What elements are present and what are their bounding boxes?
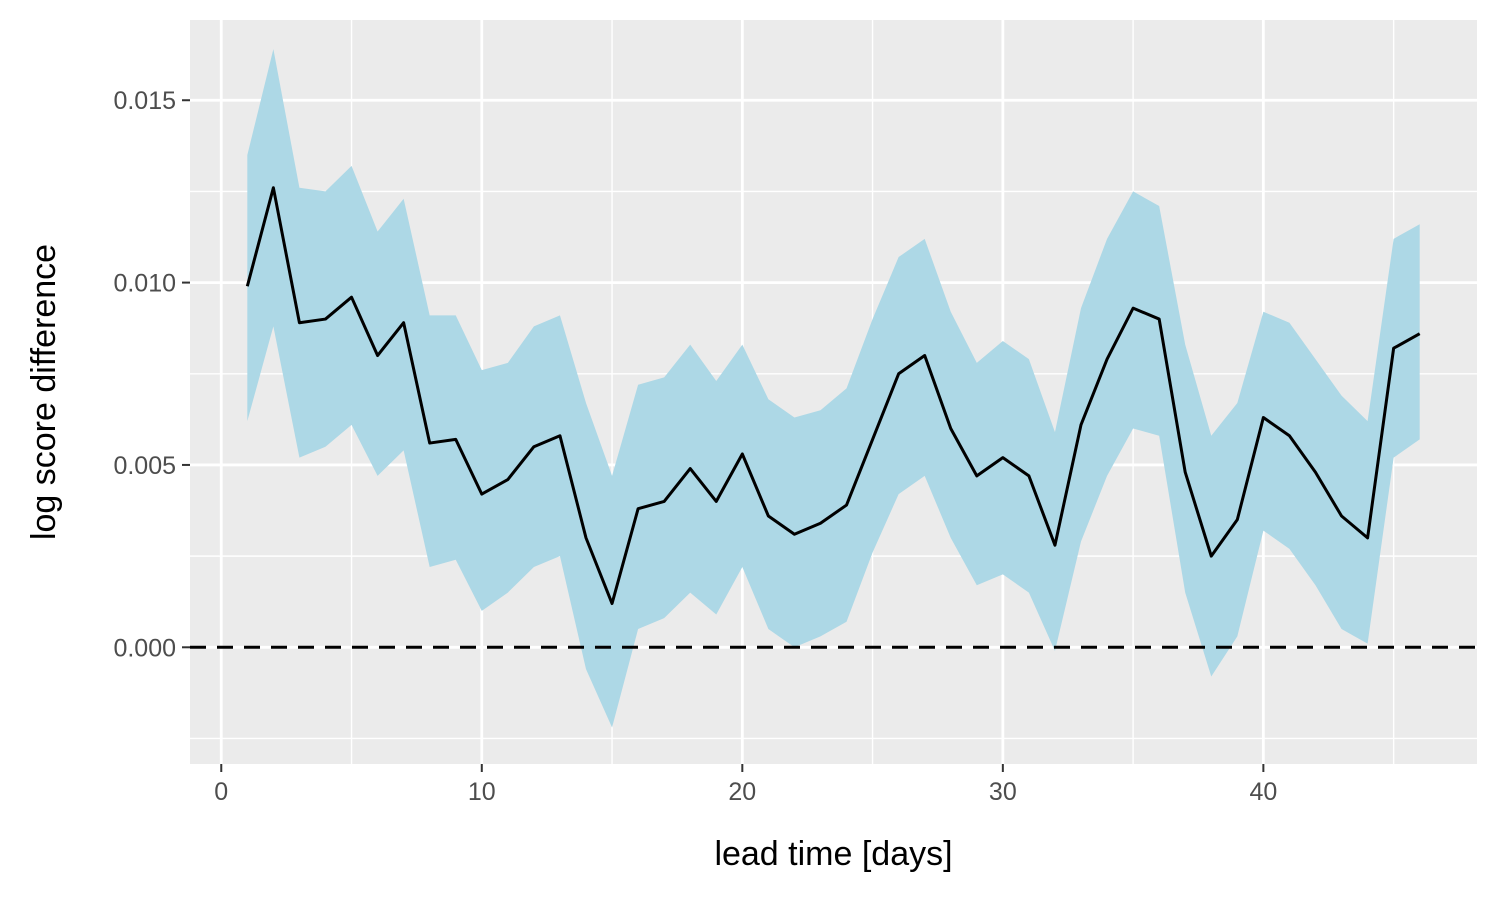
y-axis-title: log score difference (25, 244, 63, 540)
x-tick-label: 10 (468, 778, 496, 806)
y-tick-label: 0.000 (113, 634, 176, 662)
x-tick-label: 40 (1249, 778, 1277, 806)
y-tick-label: 0.005 (113, 452, 176, 480)
x-axis-title: lead time [days] (714, 835, 952, 873)
ribbon-area (247, 49, 1420, 728)
y-axis-ticks: 0.000 0.005 0.010 0.015 (113, 87, 190, 662)
x-tick-label: 0 (214, 778, 228, 806)
data-series (245, 186, 1421, 606)
series-line (245, 186, 1421, 606)
x-tick-label: 30 (989, 778, 1017, 806)
x-axis-ticks: 0 10 20 30 40 (214, 764, 1277, 806)
confidence-ribbon (247, 49, 1420, 728)
y-tick-label: 0.010 (113, 270, 176, 298)
y-tick-label: 0.015 (113, 87, 176, 115)
x-tick-label: 20 (728, 778, 756, 806)
